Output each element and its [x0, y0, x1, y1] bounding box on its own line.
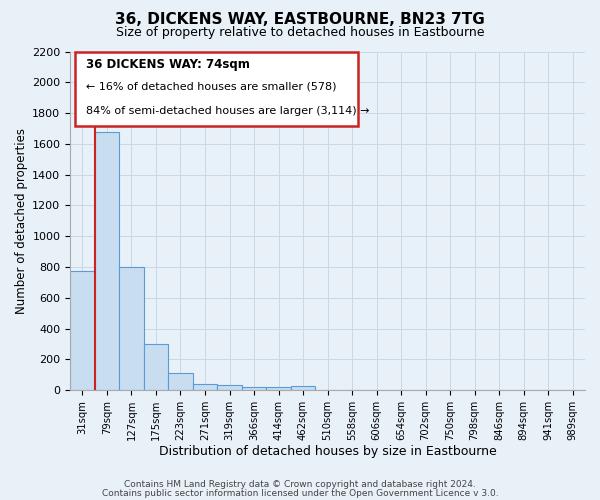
FancyBboxPatch shape — [75, 52, 358, 126]
Bar — [291, 386, 316, 390]
Text: 36 DICKENS WAY: 74sqm: 36 DICKENS WAY: 74sqm — [86, 58, 250, 71]
Bar — [168, 372, 193, 390]
Bar — [119, 267, 143, 390]
Bar — [143, 344, 168, 390]
Y-axis label: Number of detached properties: Number of detached properties — [15, 128, 28, 314]
Bar — [242, 387, 266, 390]
Bar — [266, 388, 291, 390]
Bar — [70, 271, 95, 390]
Text: Size of property relative to detached houses in Eastbourne: Size of property relative to detached ho… — [116, 26, 484, 39]
X-axis label: Distribution of detached houses by size in Eastbourne: Distribution of detached houses by size … — [158, 444, 496, 458]
Bar — [95, 132, 119, 390]
Bar — [193, 384, 217, 390]
Text: Contains public sector information licensed under the Open Government Licence v : Contains public sector information licen… — [101, 488, 499, 498]
Text: ← 16% of detached houses are smaller (578): ← 16% of detached houses are smaller (57… — [86, 82, 336, 92]
Bar — [217, 386, 242, 390]
Text: 84% of semi-detached houses are larger (3,114) →: 84% of semi-detached houses are larger (… — [86, 106, 369, 116]
Text: 36, DICKENS WAY, EASTBOURNE, BN23 7TG: 36, DICKENS WAY, EASTBOURNE, BN23 7TG — [115, 12, 485, 28]
Text: Contains HM Land Registry data © Crown copyright and database right 2024.: Contains HM Land Registry data © Crown c… — [124, 480, 476, 489]
